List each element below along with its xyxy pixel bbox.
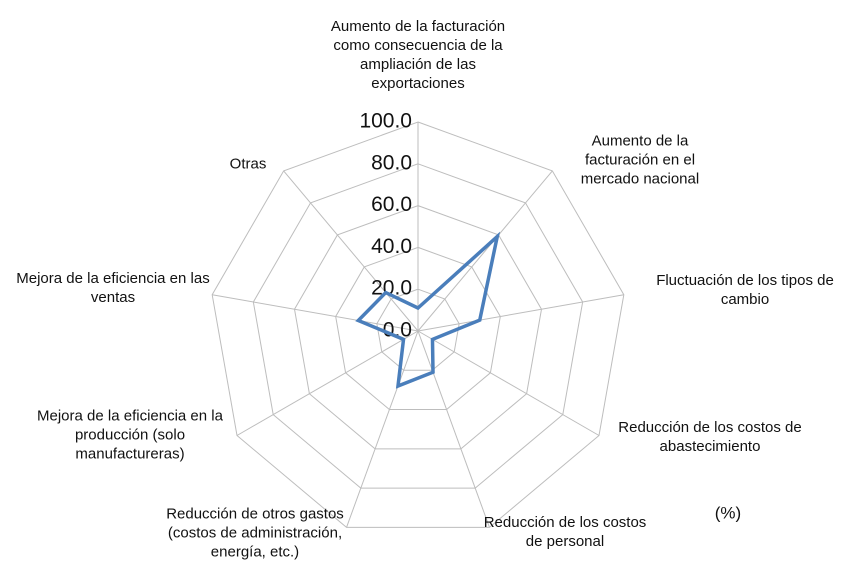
spoke [417,170,553,332]
category-label: Aumento de la facturación como consecuen… [330,18,506,92]
category-label: Fluctuación de los tipos de cambio [656,272,834,308]
grid-ring [376,288,460,371]
series-line [355,231,501,389]
spoke [417,330,490,528]
spoke [236,330,419,436]
r-tick-label: 60.0 [371,193,412,216]
grid-ring [293,205,543,450]
category-label: Reducción de otros gastos (costos de adm… [166,505,344,561]
r-tick-label: 20.0 [371,277,412,300]
r-tick-label: 0.0 [383,319,412,342]
spoke [417,330,600,436]
grid-ring [211,121,625,528]
category-label: Mejora de la eficiencia en la producción… [37,407,223,463]
spoke [212,294,419,332]
r-tick-label: 100.0 [359,110,412,133]
grid-ring [252,163,584,489]
r-tick-label: 40.0 [371,235,412,258]
spoke [283,170,419,332]
category-label: Reducción de los costos de personal [483,514,647,550]
category-label: Aumento de la facturación en el mercado … [580,132,700,188]
category-label: Otras [229,155,267,173]
unit-label: (%) [714,503,742,523]
spoke [346,330,419,528]
category-label: Reducción de los costos de abastecimient… [618,419,802,455]
spoke [417,294,624,332]
r-tick-label: 80.0 [371,151,412,174]
category-label: Mejora de la eficiencia en las ventas [16,270,210,306]
